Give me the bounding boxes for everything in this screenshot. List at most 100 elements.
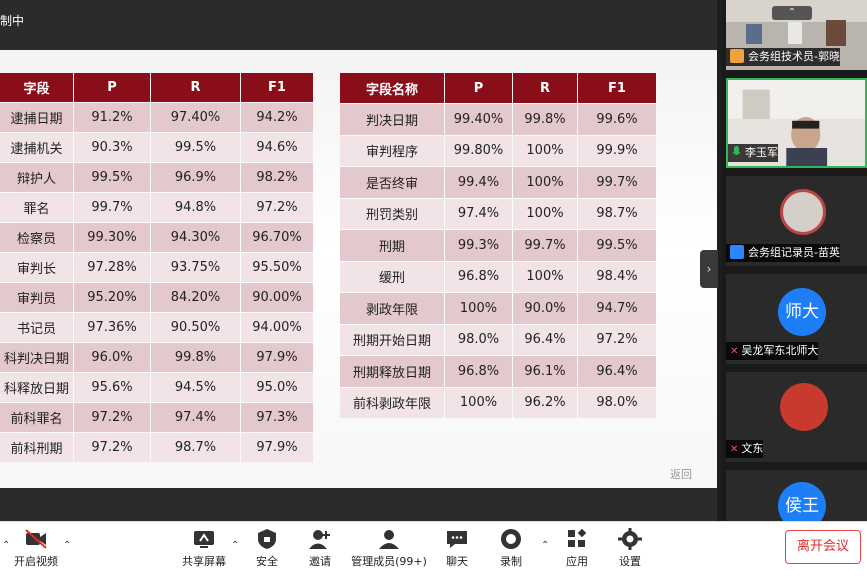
cell-p: 97.36% xyxy=(74,313,150,342)
cell-f1: 97.2% xyxy=(241,193,313,222)
settings-button[interactable]: 设置 xyxy=(615,528,645,574)
cell-r: 100% xyxy=(513,198,577,229)
cell-f1: 96.4% xyxy=(578,356,656,387)
participant-tile[interactable]: 师大 ✕ 吴龙军东北师大 xyxy=(726,274,867,364)
return-link[interactable]: 返回 xyxy=(670,468,692,481)
table-header-row: 字段名称 P R F1 xyxy=(340,73,656,103)
cell-f1: 99.7% xyxy=(578,167,656,198)
share-status-bar: 制中 xyxy=(0,0,717,50)
cell-r: 94.30% xyxy=(151,223,240,252)
video-button[interactable]: 开启视频 xyxy=(10,528,62,574)
participant-avatar: 侯王 xyxy=(778,482,826,521)
header-field: 字段 xyxy=(0,73,73,102)
cell-field: 书记员 xyxy=(0,313,73,342)
participant-name-bar: ✕ 吴龙军东北师大 xyxy=(726,342,819,360)
cell-p: 99.4% xyxy=(445,167,512,198)
share-screen-button[interactable]: 共享屏幕 xyxy=(178,528,230,574)
apps-label: 应用 xyxy=(566,555,588,568)
table-row: 逮捕机关 90.3% 99.5% 94.6% xyxy=(0,133,313,162)
mic-on-icon xyxy=(732,146,741,155)
record-button[interactable]: 录制 xyxy=(496,528,526,574)
participant-name-bar: ✕ 文东 xyxy=(726,440,764,458)
cell-p: 97.28% xyxy=(74,253,150,282)
gear-icon xyxy=(618,528,642,550)
add-person-icon xyxy=(309,530,330,549)
record-label: 录制 xyxy=(500,555,522,568)
table-row: 逮捕日期 91.2% 97.40% 94.2% xyxy=(0,103,313,132)
cell-f1: 98.7% xyxy=(578,198,656,229)
header-p: P xyxy=(445,73,512,103)
security-label: 安全 xyxy=(256,555,278,568)
stamp-avatar xyxy=(780,383,828,431)
manage-members-button[interactable]: 管理成员(99+) xyxy=(350,528,428,574)
cell-field: 审判程序 xyxy=(340,135,444,166)
cell-r: 94.5% xyxy=(151,373,240,402)
cell-f1: 99.5% xyxy=(578,230,656,261)
left-metrics-table: 字段 P R F1 逮捕日期 91.2% 97.40% 94.2% 逮捕机关 90.3% 9… xyxy=(0,72,314,463)
cell-field: 审判员 xyxy=(0,283,73,312)
chevron-up-icon[interactable]: ⌃ xyxy=(2,540,11,551)
cell-r: 100% xyxy=(513,261,577,292)
cell-f1: 99.9% xyxy=(578,135,656,166)
cell-r: 96.4% xyxy=(513,324,577,355)
cell-field: 逮捕日期 xyxy=(0,103,73,132)
invite-label: 邀请 xyxy=(309,555,331,568)
participant-tile-active[interactable]: 李玉军 xyxy=(726,78,867,168)
cell-field: 刑期 xyxy=(340,230,444,261)
cell-p: 90.3% xyxy=(74,133,150,162)
cell-r: 100% xyxy=(513,135,577,166)
participant-tile[interactable]: 会务组技术员-郭晓 xyxy=(726,0,867,70)
shared-screen: 制中 字段 P R F1 逮捕日期 91.2% 97.40% 94.2% 逮捕机关 90.… xyxy=(0,0,717,521)
table-row: 是否终审 99.4% 100% 99.7% xyxy=(340,167,656,198)
mic-muted-icon: ✕ xyxy=(730,444,739,455)
collapse-panel-button[interactable]: › xyxy=(700,250,718,288)
cell-field: 刑期开始日期 xyxy=(340,324,444,355)
cell-r: 100% xyxy=(513,167,577,198)
chevron-up-icon[interactable]: ⌃ xyxy=(541,540,550,551)
leave-meeting-button[interactable]: 离开会议 xyxy=(785,530,861,564)
header-r: R xyxy=(151,73,240,102)
cell-p: 96.8% xyxy=(445,261,512,292)
chat-label: 聊天 xyxy=(446,555,468,568)
chevron-up-icon[interactable]: ⌃ xyxy=(63,540,72,551)
cell-r: 97.4% xyxy=(151,403,240,432)
right-metrics-table: 字段名称 P R F1 判决日期 99.40% 99.8% 99.6% 审判程序 99.8… xyxy=(339,72,657,419)
security-button[interactable]: 安全 xyxy=(250,528,284,574)
person-badge-icon xyxy=(730,245,744,259)
cell-f1: 95.50% xyxy=(241,253,313,282)
apps-button[interactable]: 应用 xyxy=(562,528,592,574)
cell-p: 99.3% xyxy=(445,230,512,261)
cell-f1: 97.9% xyxy=(241,343,313,372)
cell-r: 96.9% xyxy=(151,163,240,192)
cell-f1: 94.6% xyxy=(241,133,313,162)
cell-f1: 97.2% xyxy=(578,324,656,355)
table-row: 刑期开始日期 98.0% 96.4% 97.2% xyxy=(340,324,656,355)
cell-p: 97.2% xyxy=(74,403,150,432)
cell-field: 科判决日期 xyxy=(0,343,73,372)
participant-tile[interactable]: 侯王 xyxy=(726,470,867,521)
table-row: 判决日期 99.40% 99.8% 99.6% xyxy=(340,104,656,135)
participant-tile[interactable]: ✕ 文东 xyxy=(726,372,867,462)
cell-p: 99.40% xyxy=(445,104,512,135)
invite-button[interactable]: 邀请 xyxy=(303,528,337,574)
cell-r: 93.75% xyxy=(151,253,240,282)
cell-field: 缓刑 xyxy=(340,261,444,292)
cell-f1: 96.70% xyxy=(241,223,313,252)
cell-f1: 99.6% xyxy=(578,104,656,135)
table-row: 刑期释放日期 96.8% 96.1% 96.4% xyxy=(340,356,656,387)
cell-field: 前科剥政年限 xyxy=(340,387,444,418)
chat-button[interactable]: 聊天 xyxy=(442,528,472,574)
cell-r: 90.50% xyxy=(151,313,240,342)
cell-r: 96.2% xyxy=(513,387,577,418)
participant-name-bar: 会务组记录员-苗英 xyxy=(726,244,840,262)
cell-field: 辩护人 xyxy=(0,163,73,192)
person-badge-icon xyxy=(730,49,744,63)
cell-p: 96.0% xyxy=(74,343,150,372)
cell-f1: 98.2% xyxy=(241,163,313,192)
chevron-up-icon: ⌃ xyxy=(787,7,797,18)
participant-tile[interactable]: 会务组记录员-苗英 xyxy=(726,176,867,266)
chevron-up-icon[interactable]: ⌃ xyxy=(231,540,240,551)
table-row: 书记员 97.36% 90.50% 94.00% xyxy=(0,313,313,342)
scroll-up-button[interactable]: ⌃ xyxy=(772,6,812,20)
